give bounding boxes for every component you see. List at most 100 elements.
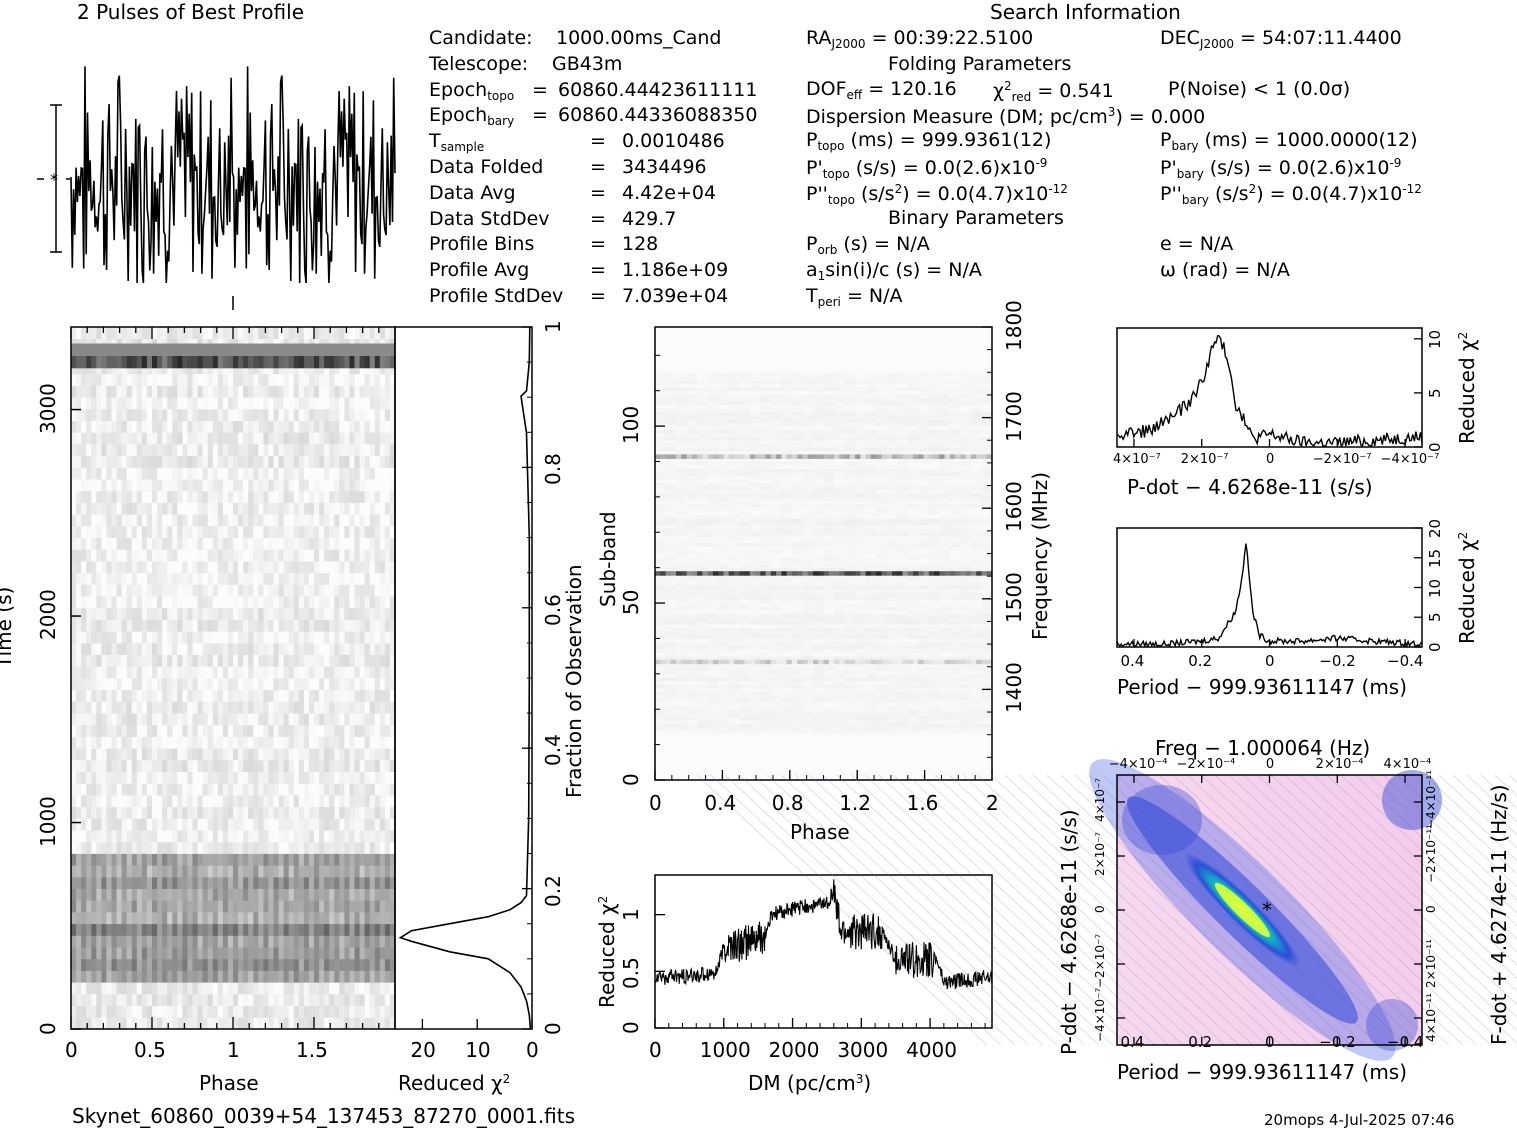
subband-cell [697,709,708,713]
subband-cell [928,666,940,671]
subband-cell [718,723,730,728]
tvp-cell [157,993,163,1006]
tvp-cell [131,596,138,609]
tvp-cell [303,783,310,796]
tvp-cell [141,724,148,737]
tvp-cell [182,561,188,574]
tvp-cell [243,525,249,538]
tvp-cell [207,888,214,901]
tvp-cell [136,642,143,655]
subband-cell [739,656,751,660]
tvp-cell [329,397,335,410]
tvp-cell [141,689,148,702]
tvp-cell [248,678,254,691]
tvp-cell [308,397,315,410]
subband-cell [676,620,687,625]
tvp-cell [319,771,325,784]
tvp-cell [374,993,381,1006]
tvp-cell [182,724,188,737]
subband-cell [907,716,919,721]
tvp-cell [314,947,320,960]
subband-cell [697,684,708,689]
tvp-cell [253,865,259,878]
tvp-cell [379,479,386,492]
tvp-cell [354,654,360,667]
tvp-cell [217,818,224,831]
tvp-cell [146,467,153,480]
tvp-cell [233,455,239,468]
subband-cell [865,709,877,713]
tvp-cell [121,935,128,948]
tvp-cell [227,642,234,655]
tvp-cell [258,397,264,410]
tvp-cell [314,607,320,620]
tvp-cell [243,853,249,866]
subband-cell [960,719,972,724]
tvp-cell [157,818,163,831]
subband-cell [960,627,972,632]
tvp-cell [192,912,198,925]
tvp-cell [238,912,244,925]
subband-cell [760,695,772,699]
tvp-cell [258,502,264,515]
tvp-band-cell [177,355,183,369]
tvp-cell [86,1005,92,1018]
subband-cell [813,705,824,710]
tvp-cell [334,853,340,866]
subband-cell [823,656,835,660]
subband-cell [886,698,898,703]
subband-cell [970,684,982,689]
subband-cell [918,680,930,685]
tvp-cell [202,759,209,772]
tvp-cell [379,912,386,925]
tvp-cell [96,970,102,983]
tvp-cell [212,841,219,854]
tvp-band-cell [364,355,371,369]
tvp-cell [278,596,285,609]
tvp-cell [298,479,305,492]
tvp-cell [157,724,163,737]
subband-cell [739,695,751,699]
tvp-cell [96,654,102,667]
tvp-cell [288,724,295,737]
subband-cell [707,695,719,699]
tvp-cell [349,1005,355,1018]
tvp-cell [207,666,214,679]
tvp-cell [167,537,173,550]
tvp-cell [187,900,193,913]
subband-cell [676,677,687,682]
tvp-cell [283,455,290,468]
tvp-cell [187,631,193,644]
tvp-cell [238,713,244,726]
tvp-cell [243,467,249,480]
tvp-cell [369,549,376,562]
tvp-cell [354,689,360,702]
tvp-cell [217,631,224,644]
tvp-cell [354,830,360,843]
subband-cell [749,709,761,713]
tvp-cell [222,502,229,515]
tvp-cell [308,912,315,925]
tvp-cell [157,689,163,702]
subband-cell [970,652,982,657]
tvp-cell [359,935,366,948]
tvp-cell [172,678,178,691]
tvp-cell [364,666,371,679]
tvp-cell [293,373,300,386]
tvp-cell [217,584,224,597]
tvp-cell [222,596,229,609]
tvp-cell [212,607,219,620]
tvp-cell [111,584,117,597]
tvp-cell [222,537,229,550]
tvp-cell [141,841,148,854]
tvp-cell [86,713,92,726]
tvp-cell [227,666,234,679]
tvp-cell [293,818,300,831]
tvp-cell [364,537,371,550]
tvp-cell [384,561,391,574]
tvp-cell [369,397,376,410]
subband-cell [834,656,845,660]
tvp-cell [359,1005,366,1018]
tvp-cell [222,759,229,772]
subband-cell [876,688,888,692]
